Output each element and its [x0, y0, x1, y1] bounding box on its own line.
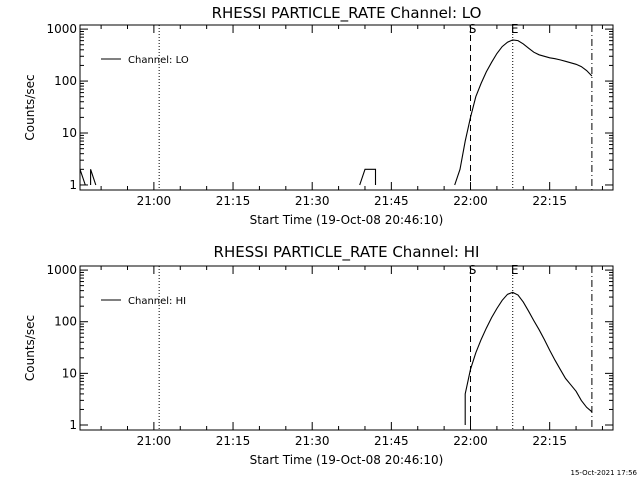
- y-tick-label: 1000: [46, 263, 77, 277]
- series-line: [90, 169, 97, 186]
- x-axis-label: Start Time (19-Oct-08 20:46:10): [250, 213, 444, 227]
- chart-title: RHESSI PARTICLE_RATE Channel: HI: [214, 243, 480, 262]
- legend-label: Channel: LO: [128, 55, 189, 66]
- legend-label: Channel: HI: [128, 296, 186, 307]
- series-line: [79, 169, 86, 186]
- x-tick-label: 21:00: [137, 194, 172, 208]
- x-tick-label: 21:30: [295, 434, 330, 448]
- x-tick-label: 22:00: [453, 434, 488, 448]
- y-tick-label: 100: [54, 315, 77, 329]
- x-tick-label: 21:15: [216, 194, 251, 208]
- time-marker-label: S: [469, 263, 477, 277]
- y-axis-label: Counts/sec: [23, 315, 37, 381]
- x-tick-label: 21:30: [295, 194, 330, 208]
- y-tick-label: 1: [69, 418, 77, 432]
- series-line: [464, 291, 593, 425]
- x-tick-label: 21:15: [216, 434, 251, 448]
- y-axis-label: Counts/sec: [23, 74, 37, 140]
- y-tick-label: 10: [62, 126, 77, 140]
- x-axis-label: Start Time (19-Oct-08 20:46:10): [250, 453, 444, 467]
- x-tick-label: 21:45: [374, 194, 409, 208]
- timestamp-label: 15-Oct-2021 17:56: [571, 469, 638, 477]
- time-marker-label: E: [511, 22, 519, 36]
- x-tick-label: 21:45: [374, 434, 409, 448]
- y-tick-label: 10: [62, 366, 77, 380]
- time-marker-label: E: [511, 263, 519, 277]
- plot-frame: [79, 265, 614, 431]
- y-tick-label: 1000: [46, 22, 77, 36]
- x-tick-label: 22:15: [532, 434, 567, 448]
- chart-title: RHESSI PARTICLE_RATE Channel: LO: [212, 4, 482, 23]
- y-tick-label: 1: [69, 178, 77, 192]
- x-tick-label: 22:15: [532, 194, 567, 208]
- time-marker-label: S: [469, 22, 477, 36]
- plot-frame: [79, 24, 614, 191]
- series-line: [359, 168, 377, 186]
- series-line: [454, 39, 593, 186]
- y-tick-label: 100: [54, 74, 77, 88]
- x-tick-label: 22:00: [453, 194, 488, 208]
- x-tick-label: 21:00: [137, 434, 172, 448]
